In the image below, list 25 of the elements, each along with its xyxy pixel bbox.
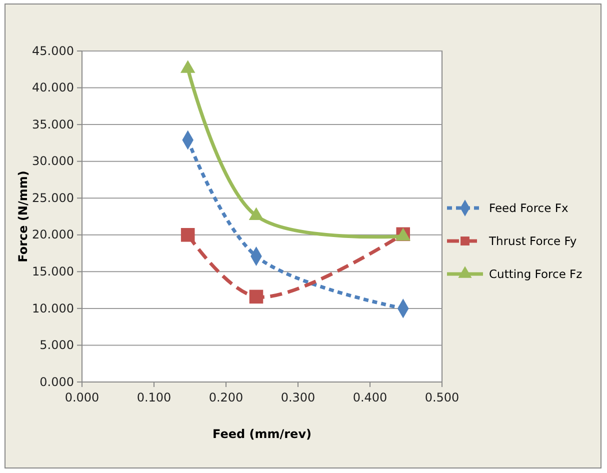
y-tick-label: 15.000 — [32, 264, 74, 279]
y-tick-label: 45.000 — [32, 44, 74, 58]
point — [180, 60, 196, 73]
legend-label: Feed Force Fx — [489, 201, 568, 215]
y-tick-label: 30.000 — [32, 154, 74, 168]
x-tick-label: 0.300 — [280, 390, 316, 405]
y-tick-label: 10.000 — [32, 301, 74, 316]
x-tick-label: 0.400 — [352, 390, 388, 405]
y-tick-label: 5.000 — [40, 338, 74, 352]
y-tick-label: 40.000 — [32, 80, 74, 95]
point — [248, 207, 264, 220]
x-axis-title: Feed (mm/rev) — [212, 427, 312, 441]
y-tick-label: 0.000 — [40, 374, 74, 389]
x-tick-label: 0.100 — [136, 390, 172, 405]
y-tick-label: 25.000 — [32, 190, 74, 205]
legend-label: Thrust Force Fy — [488, 234, 577, 248]
x-tick-label: 0.000 — [64, 390, 100, 405]
legend-label: Cutting Force Fz — [489, 267, 582, 281]
x-tick-label: 0.200 — [208, 390, 244, 405]
x-tick-label: 0.500 — [424, 390, 460, 405]
point — [180, 228, 195, 242]
y-tick-label: 20.000 — [32, 228, 74, 242]
y-axis-title: Force (N/mm) — [16, 170, 30, 262]
point — [249, 290, 264, 304]
y-tick-label: 35.000 — [32, 117, 74, 132]
